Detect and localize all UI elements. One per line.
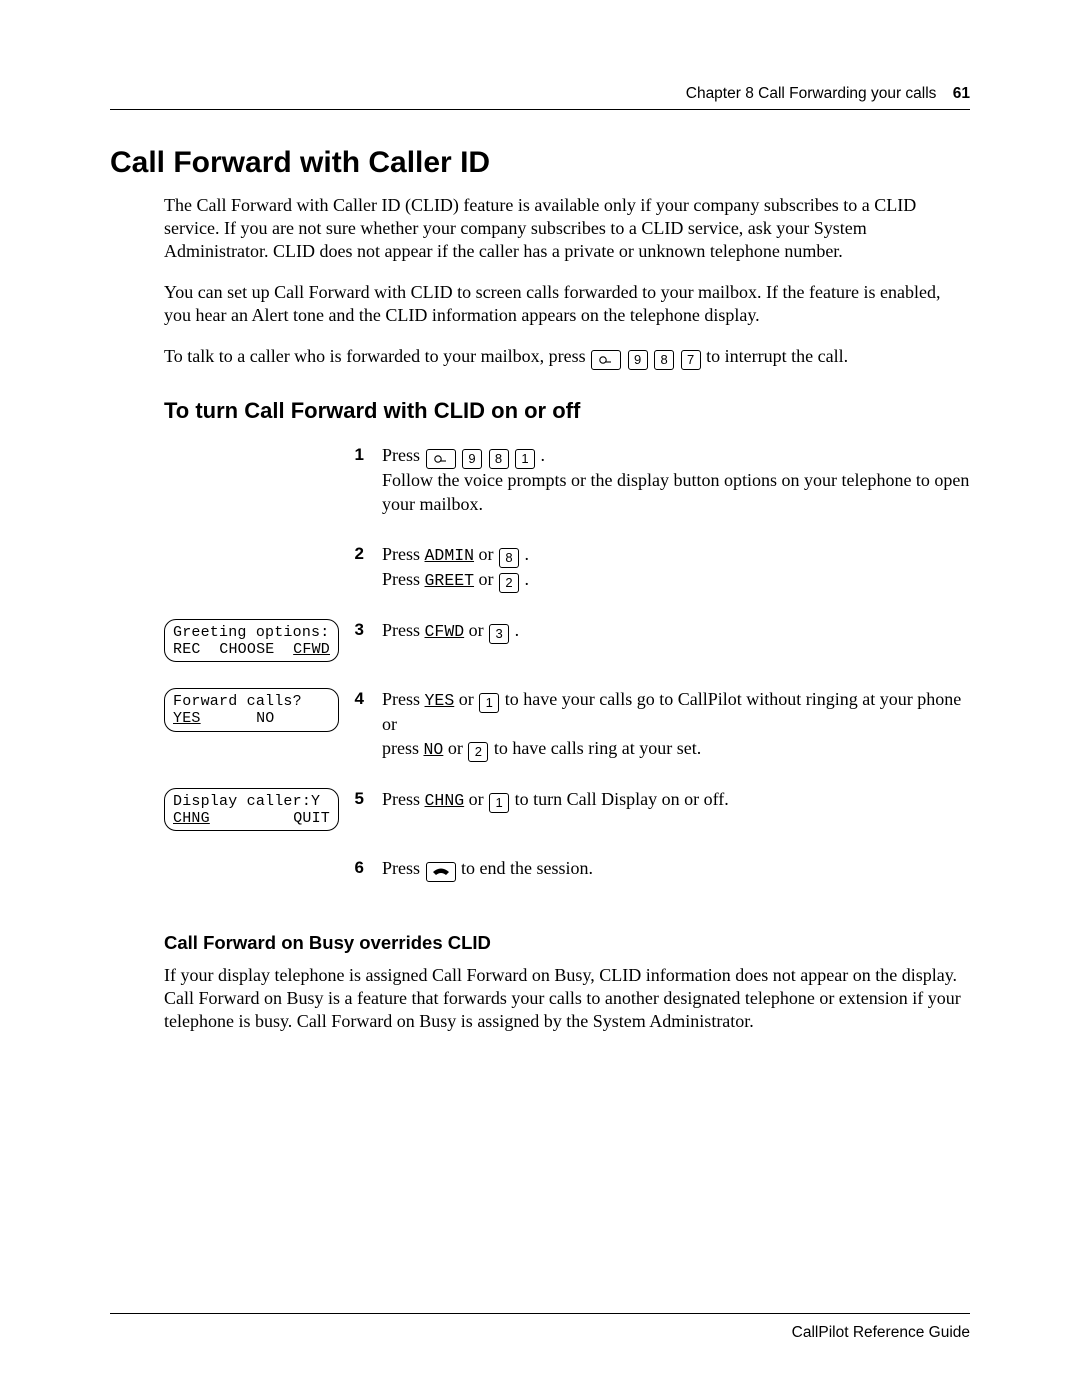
running-header: Chapter 8 Call Forwarding your calls 61 <box>110 85 970 103</box>
text-fragment: to interrupt the call. <box>706 346 848 366</box>
header-rule <box>110 109 970 110</box>
chapter-label: Chapter 8 Call Forwarding your calls <box>686 85 937 102</box>
keycap-2: 2 <box>499 573 519 593</box>
step-text: Press 9 8 1 . Follow the voice prompts o… <box>370 444 970 517</box>
text-fragment: . <box>525 544 530 564</box>
step-number: 6 <box>344 857 370 879</box>
text-fragment: Press <box>382 689 425 709</box>
keycap-3: 3 <box>489 624 509 644</box>
section-heading: To turn Call Forward with CLID on or off <box>164 398 970 424</box>
text-fragment: Press <box>382 620 425 640</box>
step-row: Forward calls? YES NO 4 Press YES or 1 t… <box>164 688 970 762</box>
lcd-line1: Forward calls? <box>173 693 330 710</box>
softkey-admin: ADMIN <box>425 546 475 565</box>
step-row: Greeting options: REC CHOOSE CFWD 3 Pres… <box>164 619 970 663</box>
text-fragment: . <box>515 620 520 640</box>
text-fragment: Press <box>382 569 425 589</box>
steps-list: 1 Press 9 8 1 . Follow the voice prompts… <box>164 444 970 882</box>
text-fragment: . <box>525 569 530 589</box>
text-fragment: Press <box>382 789 425 809</box>
lcd-softkey: CHOOSE <box>219 641 274 658</box>
text-fragment: or <box>443 738 467 758</box>
text-fragment: or <box>454 689 478 709</box>
text-fragment: or <box>474 544 498 564</box>
keycap-2: 2 <box>468 742 488 762</box>
text-fragment: to have your calls go to CallPilot witho… <box>500 689 961 709</box>
step-number: 2 <box>344 543 370 565</box>
release-key-icon <box>426 862 456 882</box>
lcd-softkey: YES <box>173 710 201 727</box>
lcd-softkey: CHNG <box>173 810 210 827</box>
keycap-1: 1 <box>489 793 509 813</box>
lcd-line1: Greeting options: <box>173 624 330 641</box>
step-row: 6 Press to end the session. <box>164 857 970 882</box>
lcd-softkey: CFWD <box>293 641 330 658</box>
page-footer: CallPilot Reference Guide <box>110 1313 970 1342</box>
subsection-paragraph: If your display telephone is assigned Ca… <box>164 964 970 1033</box>
keycap-9: 9 <box>462 449 482 469</box>
text-fragment: Follow the voice prompts or the display … <box>382 470 969 514</box>
text-fragment: or <box>474 569 498 589</box>
keycap-8: 8 <box>499 548 519 568</box>
step-number: 5 <box>344 788 370 810</box>
lcd-display: Display caller:Y CHNG QUIT <box>164 788 339 832</box>
intro-block: The Call Forward with Caller ID (CLID) f… <box>164 194 970 424</box>
lcd-line2: CHNG QUIT <box>173 810 330 827</box>
text-fragment: to have calls ring at your set. <box>489 738 701 758</box>
keycap-8: 8 <box>654 350 674 370</box>
intro-paragraph: You can set up Call Forward with CLID to… <box>164 281 970 327</box>
page-number: 61 <box>953 85 970 102</box>
lcd-softkey: REC <box>173 641 201 658</box>
lcd-softkey: NO <box>256 710 274 727</box>
step-row: 1 Press 9 8 1 . Follow the voice prompts… <box>164 444 970 517</box>
step-number: 4 <box>344 688 370 710</box>
keycap-9: 9 <box>628 350 648 370</box>
text-fragment: or <box>382 714 397 734</box>
lcd-line1: Display caller:Y <box>173 793 330 810</box>
step-text: Press YES or 1 to have your calls go to … <box>370 688 970 762</box>
lcd-line2: REC CHOOSE CFWD <box>173 641 330 658</box>
step-number: 1 <box>344 444 370 466</box>
text-fragment: to turn Call Display on or off. <box>510 789 729 809</box>
section-3: Call Forward on Busy overrides CLID If y… <box>164 932 970 1033</box>
step-row: 2 Press ADMIN or 8 . Press GREET or 2 . <box>164 543 970 593</box>
text-fragment: press <box>382 738 424 758</box>
subsection-heading: Call Forward on Busy overrides CLID <box>164 932 970 954</box>
softkey-cfwd: CFWD <box>425 622 465 641</box>
softkey-greet: GREET <box>425 571 475 590</box>
text-fragment: or <box>464 620 488 640</box>
document-page: Chapter 8 Call Forwarding your calls 6 1 … <box>0 0 1080 1397</box>
keycap-7: 7 <box>681 350 701 370</box>
step-row: Display caller:Y CHNG QUIT 5 Press CHNG … <box>164 788 970 832</box>
step-text: Press CFWD or 3 . <box>370 619 970 644</box>
softkey-chng: CHNG <box>425 791 465 810</box>
footer-rule <box>110 1313 970 1314</box>
keycap-1: 1 <box>479 693 499 713</box>
lcd-softkey: QUIT <box>293 810 330 827</box>
lcd-display: Forward calls? YES NO <box>164 688 339 732</box>
step-number: 3 <box>344 619 370 641</box>
text-fragment: . <box>541 445 546 465</box>
page-title: Call Forward with Caller ID <box>110 146 970 180</box>
text-fragment: to end the session. <box>457 858 594 878</box>
lcd-display: Greeting options: REC CHOOSE CFWD <box>164 619 339 663</box>
keycap-1: 1 <box>515 449 535 469</box>
step-text: Press to end the session. <box>370 857 970 882</box>
step-text: Press ADMIN or 8 . Press GREET or 2 . <box>370 543 970 593</box>
lcd-line2: YES NO <box>173 710 330 727</box>
feature-key-icon <box>591 350 621 370</box>
softkey-yes: YES <box>425 691 455 710</box>
feature-key-icon <box>426 449 456 469</box>
keycap-8: 8 <box>489 449 509 469</box>
step-text: Press CHNG or 1 to turn Call Display on … <box>370 788 970 813</box>
text-fragment: Press <box>382 445 425 465</box>
text-fragment: or <box>464 789 488 809</box>
interrupt-paragraph: To talk to a caller who is forwarded to … <box>164 345 970 370</box>
text-fragment: Press <box>382 858 425 878</box>
intro-paragraph: The Call Forward with Caller ID (CLID) f… <box>164 194 970 263</box>
text-fragment: Press <box>382 544 425 564</box>
softkey-no: NO <box>424 740 444 759</box>
footer-text: CallPilot Reference Guide <box>110 1324 970 1342</box>
text-fragment: To talk to a caller who is forwarded to … <box>164 346 590 366</box>
